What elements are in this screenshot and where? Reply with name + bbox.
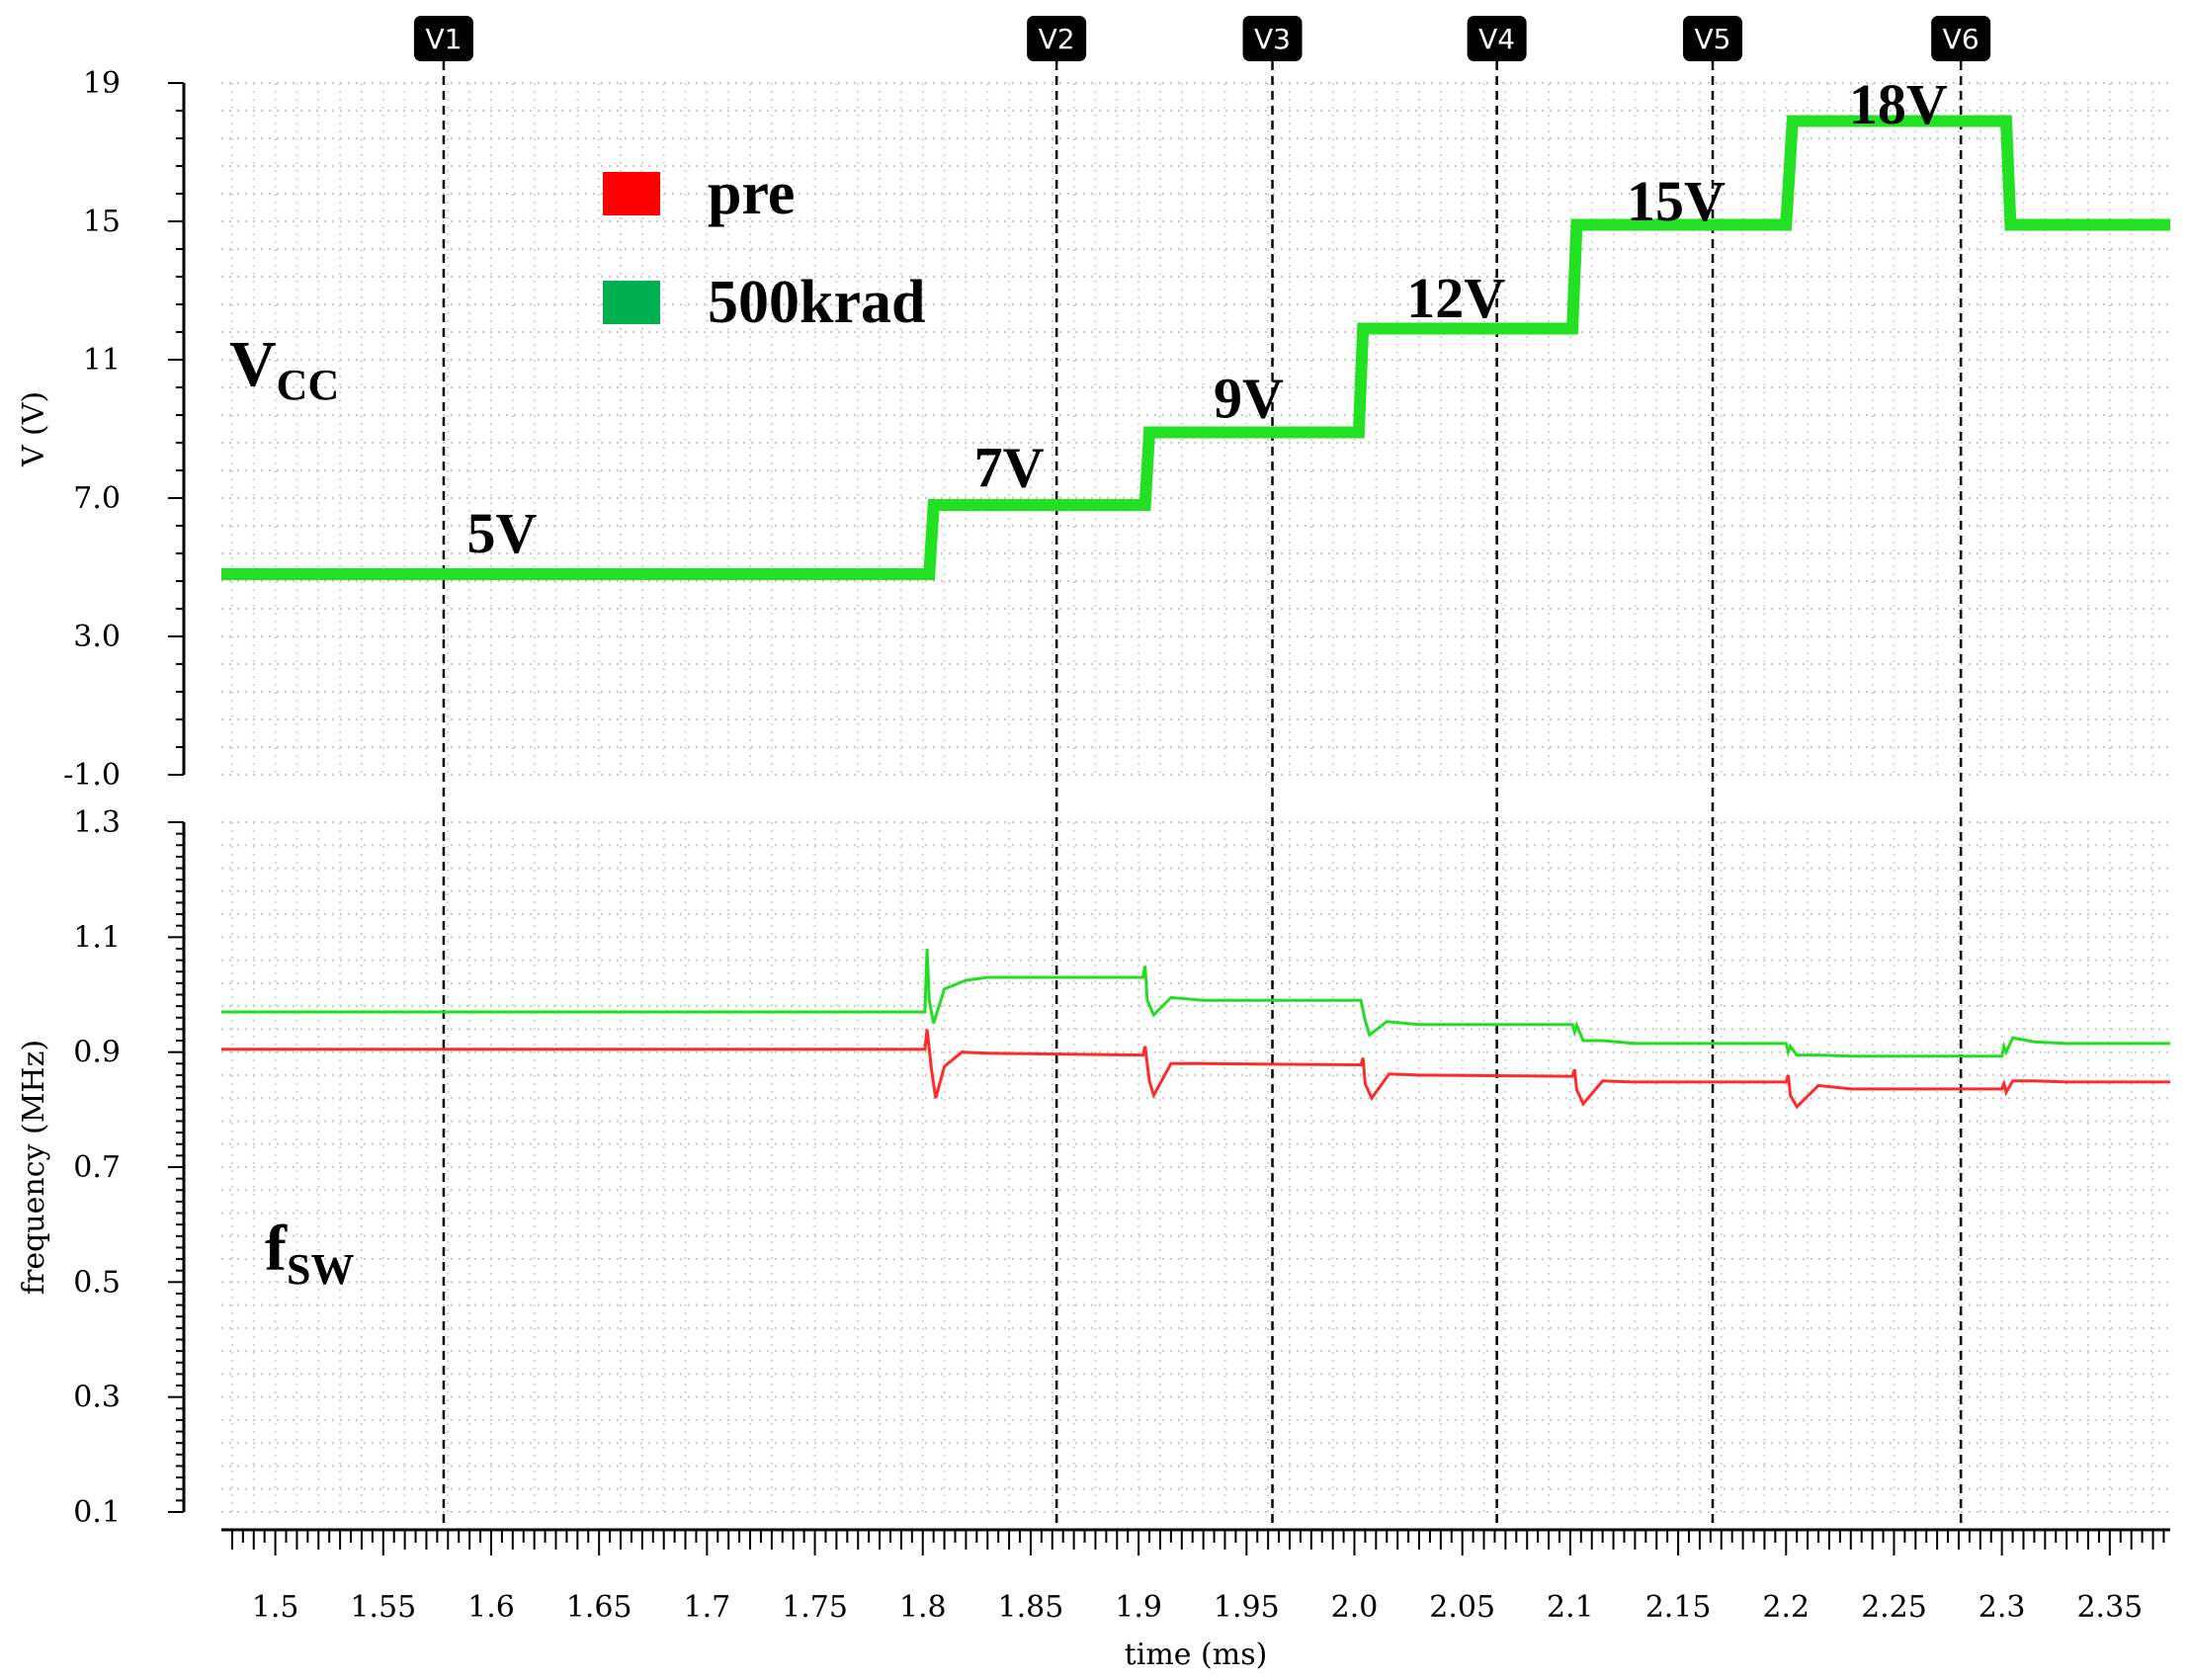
y-axis-title-vcc: V (V) xyxy=(17,391,51,467)
signal-label-sub: SW xyxy=(287,1245,354,1294)
y-tick-label: 19 xyxy=(83,66,121,101)
x-tick-label: 1.85 xyxy=(998,1590,1064,1625)
legend-swatch-500krad xyxy=(603,281,660,324)
x-tick-label: 1.8 xyxy=(899,1590,947,1625)
x-tick-label: 2.25 xyxy=(1861,1590,1927,1625)
marker-tab-label: V4 xyxy=(1478,23,1515,55)
marker-tab-V6: V6 xyxy=(1931,16,1991,61)
x-tick-label: 2.1 xyxy=(1547,1590,1594,1625)
x-tick-label: 1.75 xyxy=(782,1590,848,1625)
x-tick-label: 2.2 xyxy=(1762,1590,1810,1625)
label-layer: 5V 7V 9V 12V 15V 18V VCC fSW xyxy=(229,72,1948,1294)
x-axis-title: time (ms) xyxy=(1125,1638,1268,1672)
marker-tab-bg xyxy=(1027,16,1087,61)
y-tick-label: 7.0 xyxy=(73,481,121,516)
signal-label-sub: CC xyxy=(277,361,340,409)
signal-label-main: V xyxy=(229,328,277,400)
y-tick-label: 11 xyxy=(83,343,121,378)
marker-tab-label: V5 xyxy=(1695,23,1731,55)
y-tick-label: 15 xyxy=(83,205,121,239)
x-tick-label: 2.0 xyxy=(1331,1590,1379,1625)
step-label: 18V xyxy=(1849,72,1948,136)
marker-tab-bg xyxy=(413,16,473,61)
marker-tab-label: V2 xyxy=(1039,23,1075,55)
series-layer xyxy=(221,115,2170,1110)
legend-swatch-pre xyxy=(603,172,660,215)
x-tick-label: 2.35 xyxy=(2076,1590,2143,1625)
y-tick-label: 1.3 xyxy=(73,805,121,840)
marker-tab-bg xyxy=(1242,16,1303,61)
x-tick-label: 2.15 xyxy=(1645,1590,1712,1625)
legend: pre 500krad xyxy=(603,160,925,336)
y-tick-label: 0.7 xyxy=(73,1150,121,1185)
y-tick-label: 0.3 xyxy=(73,1381,121,1415)
x-tick-label: 1.9 xyxy=(1115,1590,1162,1625)
step-label: 12V xyxy=(1406,266,1505,330)
signal-label-fsw: fSW xyxy=(265,1213,354,1294)
step-label: 7V xyxy=(974,436,1045,500)
marker-tab-bg xyxy=(1467,16,1527,61)
marker-tab-label: V1 xyxy=(425,23,462,55)
signal-label-main: f xyxy=(265,1213,288,1285)
step-label: 5V xyxy=(466,501,537,565)
marker-tab-label: V3 xyxy=(1254,23,1291,55)
marker-tab-V2: V2 xyxy=(1027,16,1087,61)
x-tick-label: 2.05 xyxy=(1429,1590,1495,1625)
marker-tab-V1: V1 xyxy=(413,16,473,61)
series-fsw-pre xyxy=(221,1029,2170,1110)
legend-label-500krad: 500krad xyxy=(708,269,925,336)
marker-tabs: V1 V2 V3 V4 V5 V6 xyxy=(413,16,1991,61)
step-label: 9V xyxy=(1214,367,1284,431)
axes-layer: 19 15 11 7.0 3.0 -1.0 V (V) 1.3 1.1 0.9 0.7 0.5 0.3 0… xyxy=(17,66,2170,1672)
x-tick-label: 1.65 xyxy=(566,1590,632,1625)
y-tick-label: 3.0 xyxy=(73,620,121,654)
y-tick-label: 1.1 xyxy=(73,920,121,955)
x-tick-label: 1.7 xyxy=(684,1590,731,1625)
marker-tab-bg xyxy=(1683,16,1743,61)
y-tick-label: 0.9 xyxy=(73,1036,121,1070)
x-tick-label: 2.3 xyxy=(1979,1590,2026,1625)
y-tick-label: 0.5 xyxy=(73,1265,121,1300)
signal-label-vcc: VCC xyxy=(229,328,339,409)
step-label: 15V xyxy=(1627,169,1726,233)
y-axis-title-fsw: frequency (MHz) xyxy=(17,1040,51,1295)
marker-tab-V5: V5 xyxy=(1683,16,1743,61)
marker-tab-V4: V4 xyxy=(1467,16,1527,61)
y-tick-label: 0.1 xyxy=(73,1495,121,1530)
x-tick-label: 1.55 xyxy=(350,1590,416,1625)
marker-lines xyxy=(442,61,1963,1530)
marker-tab-label: V6 xyxy=(1943,23,1979,55)
marker-tab-V3: V3 xyxy=(1242,16,1303,61)
legend-label-pre: pre xyxy=(708,160,795,227)
x-tick-label: 1.6 xyxy=(467,1590,515,1625)
series-fsw-500krad xyxy=(221,948,2170,1058)
y-tick-label: -1.0 xyxy=(63,758,121,793)
x-tick-label: 1.5 xyxy=(252,1590,299,1625)
x-tick-label: 1.95 xyxy=(1214,1590,1280,1625)
marker-tab-bg xyxy=(1931,16,1991,61)
grid-layer xyxy=(221,82,2170,1513)
series-vcc-500krad xyxy=(221,115,2170,580)
